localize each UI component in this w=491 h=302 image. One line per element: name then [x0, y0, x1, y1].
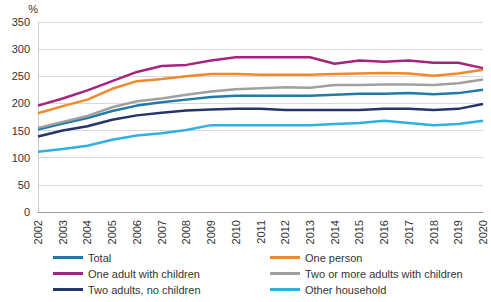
svg-text:200: 200: [12, 97, 30, 109]
svg-text:Two or more adults with childr: Two or more adults with children: [305, 268, 463, 280]
svg-text:2016: 2016: [378, 220, 390, 244]
svg-text:150: 150: [12, 125, 30, 137]
svg-text:0: 0: [24, 206, 30, 218]
svg-text:50: 50: [18, 179, 30, 191]
svg-text:2008: 2008: [180, 220, 192, 244]
svg-text:2005: 2005: [106, 220, 118, 244]
svg-text:2019: 2019: [452, 220, 464, 244]
svg-text:Two adults, no children: Two adults, no children: [88, 284, 201, 296]
svg-text:2002: 2002: [32, 220, 44, 244]
svg-text:2010: 2010: [230, 220, 242, 244]
svg-text:Other household: Other household: [305, 284, 386, 296]
svg-text:Total: Total: [88, 252, 111, 264]
svg-text:2009: 2009: [205, 220, 217, 244]
svg-text:2015: 2015: [353, 220, 365, 244]
svg-text:2020: 2020: [477, 220, 489, 244]
svg-text:2011: 2011: [255, 220, 267, 244]
svg-text:One person: One person: [305, 252, 362, 264]
svg-text:2003: 2003: [57, 220, 69, 244]
svg-text:2014: 2014: [329, 220, 341, 244]
svg-text:2007: 2007: [156, 220, 168, 244]
svg-text:300: 300: [12, 43, 30, 55]
svg-text:2006: 2006: [131, 220, 143, 244]
svg-text:2013: 2013: [304, 220, 316, 244]
svg-text:100: 100: [12, 152, 30, 164]
svg-text:350: 350: [12, 16, 30, 28]
svg-text:One adult with children: One adult with children: [88, 268, 200, 280]
svg-text:2012: 2012: [279, 220, 291, 244]
svg-text:250: 250: [12, 70, 30, 82]
svg-text:2004: 2004: [81, 220, 93, 244]
svg-text:2017: 2017: [403, 220, 415, 244]
svg-text:2018: 2018: [428, 220, 440, 244]
svg-text:%: %: [28, 3, 38, 15]
